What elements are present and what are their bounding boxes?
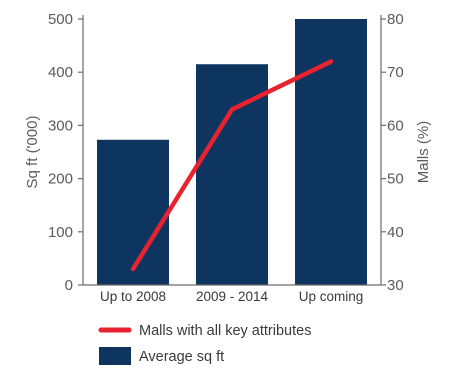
left-tick-label: 400 [48,64,73,81]
axes [82,15,382,286]
left-tick-label: 500 [48,11,73,28]
left-tick-label: 100 [48,224,73,241]
bar-2 [196,64,268,285]
legend-label-average-sq-ft: Average sq ft [139,349,224,365]
tick-labels: 0 100 200 300 400 500 30 40 50 60 70 80 Up to 2008 20… [48,11,404,304]
legend-label-malls: Malls with all key attributes [139,323,311,339]
x-tick-label: 2009 - 2014 [196,289,269,304]
x-tick-label: Up to 2008 [100,289,166,304]
right-tick-label: 30 [387,277,404,294]
legend: Malls with all key attributes Average sq… [98,323,311,365]
bar-series [97,19,367,285]
left-tick-label: 300 [48,117,73,134]
legend-bar-swatch [99,347,131,365]
bar-1 [97,139,169,285]
x-tick-label: Up coming [299,289,364,304]
right-tick-label: 60 [387,117,404,134]
left-tick-label: 0 [65,277,73,294]
right-tick-label: 40 [387,224,404,241]
line-series-malls-with-key-attributes [130,59,334,272]
right-tick-label: 70 [387,64,404,81]
right-tick-label: 80 [387,11,404,28]
left-axis-title: Sq ft ('000) [24,116,41,189]
bar-3 [295,19,367,285]
left-tick-label: 200 [48,171,73,188]
right-tick-label: 50 [387,171,404,188]
right-axis-title: Malls (%) [415,121,432,184]
